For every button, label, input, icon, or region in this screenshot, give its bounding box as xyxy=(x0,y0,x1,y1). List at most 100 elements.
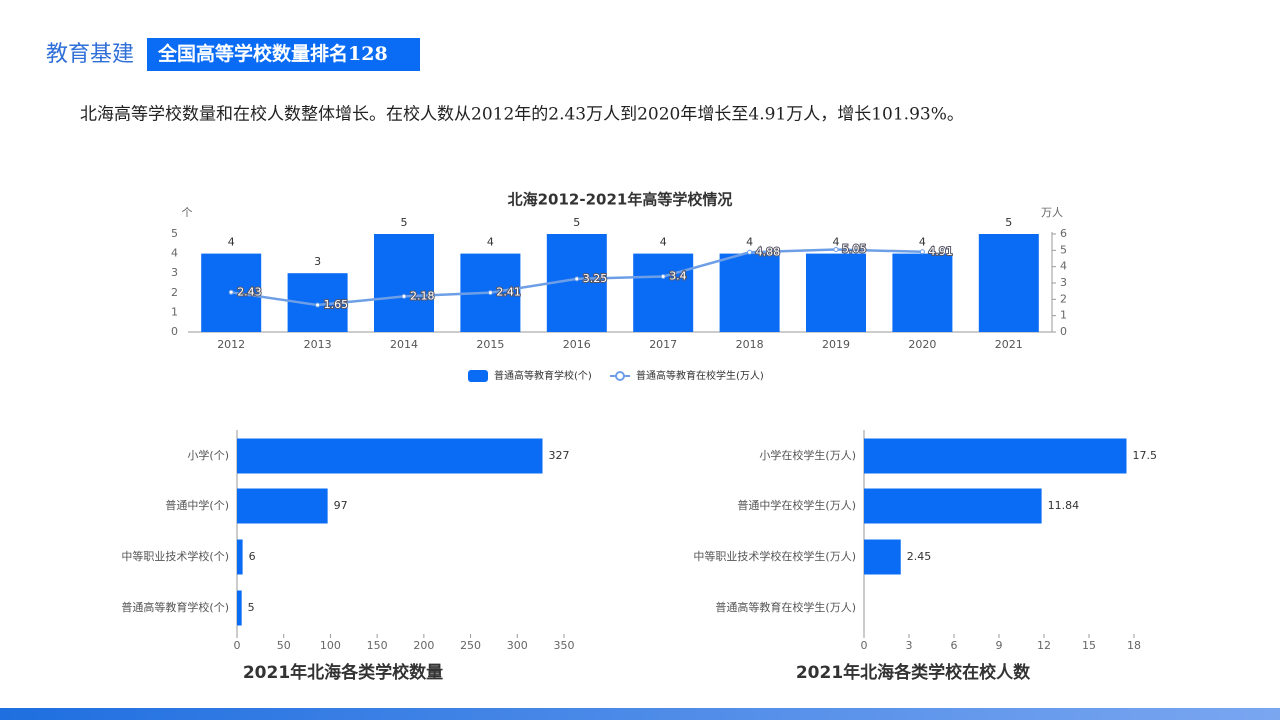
bar-label: 17.5 xyxy=(1133,449,1158,462)
x-tick-label: 300 xyxy=(507,639,528,652)
chart-title: 北海2012-2021年高等学校情况 xyxy=(508,191,733,209)
y-tick-label: 中等职业技术学校在校学生(万人) xyxy=(693,549,856,563)
bar xyxy=(719,253,780,332)
legend-label: 普通高等教育在校学生(万人) xyxy=(636,369,764,382)
bar-label: 5 xyxy=(248,601,255,614)
bar xyxy=(864,438,1127,474)
badge: 全国高等学校数量排名128 xyxy=(157,42,388,65)
x-tick-label: 2019 xyxy=(822,338,850,351)
y-tick-label: 小学(个) xyxy=(187,448,229,462)
badge-bg xyxy=(147,38,420,71)
x-tick-label: 2014 xyxy=(390,338,418,351)
x-tick-label: 0 xyxy=(861,639,868,652)
x-tick-label: 6 xyxy=(951,639,958,652)
y-tick-label: 小学在校学生(万人) xyxy=(759,448,856,462)
bar xyxy=(978,234,1039,332)
bar xyxy=(237,539,243,575)
x-tick-label: 250 xyxy=(460,639,481,652)
x-tick-label: 2013 xyxy=(304,338,332,351)
bar-label: 327 xyxy=(549,449,570,462)
bar-label: 4 xyxy=(487,236,494,249)
y-tick-label: 1 xyxy=(171,305,178,318)
summary: 北海高等学校数量和在校人数整体增长。在校人数从2012年的2.43万人到2020… xyxy=(80,105,964,125)
y2-tick-label: 5 xyxy=(1060,243,1067,256)
bar-label: 11.84 xyxy=(1048,499,1080,512)
y-tick-label: 0 xyxy=(171,325,178,338)
footer-bar xyxy=(0,708,1280,720)
x-tick-label: 12 xyxy=(1037,639,1051,652)
y2-tick-label: 2 xyxy=(1060,292,1067,305)
bar-label: 4 xyxy=(833,236,840,249)
bar xyxy=(374,234,434,332)
chart-title: 2021年北海各类学校在校人数 xyxy=(796,662,1031,683)
bar-label: 4 xyxy=(919,236,926,249)
bar-label: 3 xyxy=(314,255,321,268)
x-tick-label: 2016 xyxy=(563,338,591,351)
y-tick-label: 中等职业技术学校(个) xyxy=(121,549,229,563)
bar xyxy=(864,488,1042,524)
x-tick-label: 2012 xyxy=(217,338,245,351)
x-tick-label: 200 xyxy=(413,639,434,652)
x-tick-label: 18 xyxy=(1127,639,1141,652)
x-tick-label: 9 xyxy=(996,639,1003,652)
line-label: 2.43 xyxy=(237,285,262,298)
line-label: 4.91 xyxy=(928,245,953,258)
line-label: 4.88 xyxy=(756,245,781,258)
bar-label: 5 xyxy=(1005,216,1012,229)
bar-label: 4 xyxy=(228,236,235,249)
y-tick-label: 4 xyxy=(171,247,178,260)
line-point xyxy=(401,293,407,299)
y2-tick-label: 1 xyxy=(1060,309,1067,322)
line-point xyxy=(487,290,493,296)
bar-label: 6 xyxy=(249,550,256,563)
x-tick-label: 2015 xyxy=(476,338,504,351)
y-tick-label: 2 xyxy=(171,286,178,299)
y-tick-label: 普通中学在校学生(万人) xyxy=(737,498,856,512)
line-label: 1.65 xyxy=(324,298,349,311)
x-tick-label: 100 xyxy=(320,639,341,652)
x-tick-label: 2021 xyxy=(995,338,1023,351)
bar xyxy=(864,539,901,575)
y-axis-label: 个 xyxy=(182,206,193,219)
x-tick-label: 15 xyxy=(1082,639,1096,652)
y2-tick-label: 6 xyxy=(1060,227,1067,240)
bar-label: 4 xyxy=(746,236,753,249)
y2-tick-label: 0 xyxy=(1060,325,1067,338)
y-tick-label: 3 xyxy=(171,266,178,279)
bar-label: 4 xyxy=(660,236,667,249)
x-tick-label: 2018 xyxy=(736,338,764,351)
line-point xyxy=(228,289,234,295)
x-tick-label: 150 xyxy=(367,639,388,652)
line-point xyxy=(660,273,666,279)
y-tick-label: 5 xyxy=(171,227,178,240)
y-tick-label: 普通高等教育在校学生(万人) xyxy=(715,600,856,614)
legend-label: 普通高等教育学校(个) xyxy=(494,369,592,382)
legend-swatch xyxy=(468,370,488,382)
line-label: 3.4 xyxy=(669,269,687,282)
bar-label: 5 xyxy=(401,216,408,229)
line-point xyxy=(574,276,580,282)
legend-dot xyxy=(615,371,625,381)
line-label: 2.18 xyxy=(410,289,435,302)
bar xyxy=(633,253,694,332)
bar-label: 5 xyxy=(573,216,580,229)
bar xyxy=(237,590,242,626)
y2-tick-label: 3 xyxy=(1060,276,1067,289)
line-label: 2.41 xyxy=(496,286,521,299)
bar xyxy=(237,438,543,474)
y-tick-label: 普通高等教育学校(个) xyxy=(121,600,229,614)
x-tick-label: 2017 xyxy=(649,338,677,351)
chart-title: 2021年北海各类学校数量 xyxy=(243,662,443,683)
line-point xyxy=(747,249,753,255)
bar-label: 2.45 xyxy=(907,550,932,563)
bar-label: 97 xyxy=(334,499,348,512)
line-label: 3.25 xyxy=(583,272,608,285)
x-tick-label: 350 xyxy=(554,639,575,652)
bar xyxy=(237,488,328,524)
bar xyxy=(892,253,953,332)
line-point xyxy=(315,302,321,308)
line-point xyxy=(919,249,925,255)
x-tick-label: 0 xyxy=(234,639,241,652)
